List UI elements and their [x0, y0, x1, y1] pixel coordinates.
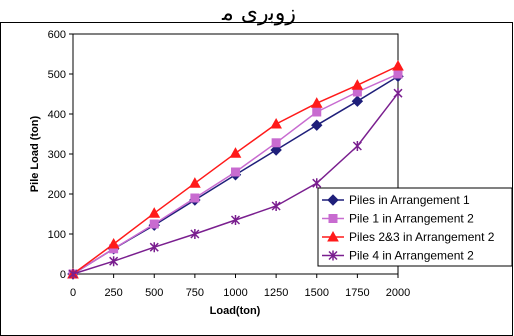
legend-square-marker [328, 214, 338, 223]
y-tick-label: 200 [48, 189, 66, 201]
triangle-marker [229, 147, 242, 158]
star-marker [68, 269, 78, 279]
x-tick-label: 500 [145, 287, 163, 299]
series-layer [67, 59, 404, 280]
square-marker [149, 219, 159, 229]
x-tick-label: 2000 [386, 287, 410, 299]
x-tick-label: 1500 [305, 287, 329, 299]
legend-label: Pile 4 in Arrangement 2 [349, 249, 474, 263]
legend-item: Piles 2&3 in Arrangement 2 [322, 230, 495, 244]
chart-border [0, 22, 513, 336]
header-text: ﺯﻭﺑﺭﻯ ﻣ [221, 1, 296, 26]
y-tick-label: 600 [48, 29, 66, 41]
triangle-marker [148, 207, 161, 218]
series-4 [68, 88, 403, 279]
axes: 0 100 200 300 400 500 600 0 250 500 750 1000 1250 150… [48, 29, 411, 299]
legend-items: Piles in Arrangement 1 Pile 1 in Arrangem… [322, 193, 495, 263]
y-tick-label: 500 [48, 69, 66, 81]
star-marker [393, 88, 403, 99]
triangle-marker [351, 79, 364, 90]
star-marker [352, 141, 362, 151]
x-tick-label: 1250 [264, 287, 288, 299]
square-marker [190, 193, 200, 203]
diamond-marker [351, 95, 364, 107]
legend: Piles in Arrangement 1 Pile 1 in Arrangem… [317, 187, 513, 267]
triangle-marker [107, 237, 120, 249]
star-marker [109, 256, 119, 267]
x-tick-label: 750 [186, 287, 204, 299]
x-tick-label: 1750 [345, 287, 369, 299]
square-marker [393, 69, 403, 79]
triangle-marker [189, 177, 201, 188]
legend-item: Pile 4 in Arrangement 2 [322, 249, 474, 263]
legend-item: Pile 1 in Arrangement 2 [322, 212, 474, 226]
star-marker [312, 178, 322, 189]
x-tick-label: 250 [104, 287, 122, 299]
legend-item: Piles in Arrangement 1 [322, 193, 470, 207]
star-marker [149, 242, 159, 253]
x-tick-label: 0 [70, 287, 76, 299]
y-tick-label: 400 [48, 109, 66, 121]
triangle-marker [270, 117, 282, 129]
legend-triangle-marker [327, 230, 339, 242]
y-tick-label: 100 [48, 229, 66, 241]
legend-label: Piles 2&3 in Arrangement 2 [349, 230, 495, 244]
legend-star-marker [328, 250, 338, 261]
diamond-marker [311, 119, 323, 131]
y-axis-title: Pile Load (ton) [29, 115, 41, 192]
triangle-marker [310, 97, 323, 108]
legend-label: Pile 1 in Arrangement 2 [349, 212, 474, 226]
x-tick-label: 1000 [223, 287, 247, 299]
square-marker [271, 138, 281, 148]
y-tick-label: 300 [48, 149, 66, 161]
square-marker [231, 167, 240, 177]
triangle-marker [392, 59, 404, 71]
legend-box [317, 187, 513, 267]
x-axis-title: Load(ton) [210, 305, 261, 317]
diamond-marker [270, 144, 282, 156]
y-tick-label: 0 [60, 269, 66, 281]
star-marker [271, 201, 281, 211]
square-marker [312, 107, 322, 117]
legend-diamond-marker [327, 194, 339, 206]
star-marker [190, 229, 200, 239]
legend-label: Piles in Arrangement 1 [349, 193, 470, 207]
star-marker [230, 215, 241, 225]
